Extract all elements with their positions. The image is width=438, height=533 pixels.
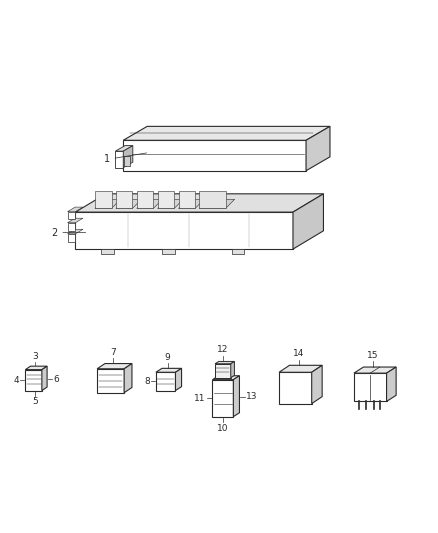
Polygon shape [124, 156, 130, 166]
Polygon shape [97, 364, 132, 369]
Polygon shape [67, 218, 83, 223]
Polygon shape [124, 364, 132, 393]
Polygon shape [67, 234, 75, 241]
Polygon shape [215, 361, 234, 364]
Polygon shape [75, 194, 323, 212]
Text: 4: 4 [14, 376, 19, 385]
Polygon shape [231, 361, 234, 378]
Text: 3: 3 [32, 351, 38, 360]
Polygon shape [179, 199, 204, 208]
Polygon shape [67, 207, 83, 212]
Polygon shape [162, 249, 175, 254]
Polygon shape [215, 364, 231, 378]
Polygon shape [116, 151, 123, 168]
Text: 15: 15 [367, 351, 379, 360]
Polygon shape [123, 140, 306, 171]
Polygon shape [306, 126, 330, 171]
Polygon shape [212, 376, 240, 379]
Polygon shape [102, 249, 114, 254]
Polygon shape [116, 191, 132, 208]
Polygon shape [42, 366, 47, 391]
Polygon shape [95, 199, 120, 208]
Text: 1: 1 [104, 154, 110, 164]
Polygon shape [25, 370, 42, 391]
Polygon shape [116, 199, 141, 208]
Polygon shape [67, 229, 83, 234]
Polygon shape [232, 249, 244, 254]
Polygon shape [212, 379, 233, 417]
Polygon shape [137, 191, 153, 208]
Text: 11: 11 [194, 394, 205, 402]
Polygon shape [97, 369, 124, 393]
Polygon shape [179, 191, 195, 208]
Polygon shape [279, 365, 322, 372]
Text: 10: 10 [217, 424, 229, 433]
Polygon shape [75, 212, 293, 249]
Text: 13: 13 [246, 392, 258, 401]
Text: 8: 8 [144, 377, 150, 386]
Text: 14: 14 [293, 349, 304, 358]
Polygon shape [137, 199, 162, 208]
Polygon shape [158, 199, 184, 208]
Polygon shape [354, 367, 396, 373]
Text: 7: 7 [110, 348, 116, 357]
Polygon shape [156, 372, 176, 391]
Polygon shape [293, 194, 323, 249]
Polygon shape [279, 372, 312, 403]
Polygon shape [199, 191, 226, 208]
Polygon shape [158, 191, 174, 208]
Text: 9: 9 [165, 353, 170, 362]
Polygon shape [156, 368, 182, 372]
Text: 5: 5 [32, 397, 38, 406]
Polygon shape [67, 223, 75, 231]
Polygon shape [123, 126, 330, 140]
Polygon shape [116, 146, 133, 151]
Polygon shape [95, 191, 112, 208]
Text: 12: 12 [217, 345, 229, 354]
Polygon shape [199, 199, 235, 208]
Polygon shape [312, 365, 322, 403]
Polygon shape [123, 146, 133, 168]
Text: 6: 6 [53, 375, 59, 384]
Text: 2: 2 [52, 228, 58, 238]
Polygon shape [176, 368, 182, 391]
Polygon shape [354, 373, 387, 401]
Polygon shape [67, 212, 75, 220]
Polygon shape [233, 376, 240, 417]
Polygon shape [25, 366, 47, 370]
Polygon shape [387, 367, 396, 401]
